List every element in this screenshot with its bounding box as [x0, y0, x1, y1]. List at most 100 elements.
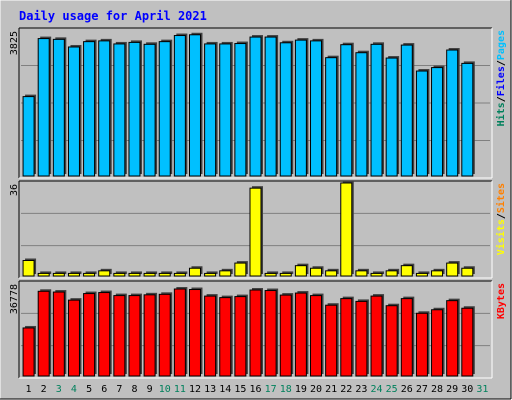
bar-visits-day-30 [461, 267, 474, 277]
legend-entry: Visits [495, 219, 507, 255]
bar-shadow [176, 271, 188, 274]
bar-pages-day-11 [173, 35, 186, 177]
bar-kbytes-day-30 [461, 307, 474, 377]
bar-shadow [267, 271, 279, 274]
legend: Visits/Sites [495, 183, 507, 255]
bar-visits-day-11 [173, 272, 186, 277]
bar-shadow [418, 271, 430, 274]
bar-visits-day-7 [113, 272, 126, 277]
bar-shadow [282, 271, 294, 274]
day-label-1: 1 [26, 384, 32, 395]
bar-kbytes-day-10 [158, 293, 171, 377]
bar-kbytes-day-22 [340, 298, 353, 377]
bar-kbytes-day-9 [143, 294, 156, 377]
bar-kbytes-day-16 [249, 289, 262, 377]
legend-entry: / [496, 60, 507, 66]
y-max-label: 3825 [9, 31, 20, 55]
legend-entry: / [496, 213, 507, 219]
bar-pages-day-13 [204, 43, 217, 177]
bar-visits-day-18 [279, 272, 292, 277]
bar-visits-day-10 [158, 272, 171, 277]
bar-visits-day-12 [188, 267, 201, 277]
bar-visits-day-5 [83, 272, 96, 277]
day-label-10: 10 [159, 384, 171, 395]
bar-pages-day-30 [461, 62, 474, 177]
bar-pages-day-20 [310, 40, 323, 177]
bar-visits-day-25 [385, 270, 398, 277]
bar-pages-day-4 [67, 46, 80, 177]
bar-visits-day-27 [415, 272, 428, 277]
day-label-4: 4 [71, 384, 77, 395]
bar-pages-day-26 [400, 44, 413, 177]
bar-pages-day-21 [325, 57, 338, 177]
day-label-15: 15 [234, 384, 246, 395]
day-label-30: 30 [461, 384, 473, 395]
bar-pages-day-22 [340, 44, 353, 177]
day-label-24: 24 [371, 384, 383, 395]
bar-kbytes-day-6 [98, 292, 111, 377]
bar-pages-day-5 [83, 41, 96, 177]
bar-pages-day-17 [264, 36, 277, 177]
bar-kbytes-day-28 [431, 309, 444, 377]
bar-kbytes-day-23 [355, 300, 368, 377]
bar-kbytes-day-29 [446, 300, 459, 377]
day-label-19: 19 [295, 384, 307, 395]
day-label-5: 5 [86, 384, 92, 395]
bar-visits-day-9 [143, 272, 156, 277]
y-max-label: 36778 [9, 284, 20, 314]
day-label-26: 26 [401, 384, 413, 395]
bar-visits-day-15 [234, 262, 247, 277]
bar-visits-day-24 [370, 272, 383, 277]
bar-pages-day-2 [37, 38, 50, 177]
day-axis-labels: 1 2 3 4 5 6 7 8 9 10 11 12 13 14 15 16 17 18 19 20 21 22 23 24 2… [26, 384, 489, 395]
day-label-2: 2 [41, 384, 47, 395]
bar-kbytes-day-13 [204, 295, 217, 377]
bar-pages-day-8 [128, 41, 141, 177]
day-label-13: 13 [204, 384, 216, 395]
legend-entry: Sites [495, 183, 507, 213]
bar-pages-day-9 [143, 43, 156, 177]
bar-pages-day-29 [446, 49, 459, 177]
bar-pages-day-1 [22, 96, 35, 177]
bar-kbytes-day-17 [264, 290, 277, 377]
bar-kbytes-day-27 [415, 312, 428, 377]
bar-visits-day-14 [219, 270, 232, 277]
bar-pages-day-28 [431, 67, 444, 177]
bar-kbytes-day-20 [310, 295, 323, 377]
day-label-17: 17 [265, 384, 277, 395]
bar-pages-day-16 [249, 36, 262, 177]
bar-visits-day-2 [37, 272, 50, 277]
bar-kbytes-day-24 [370, 295, 383, 377]
bar-kbytes-day-5 [83, 293, 96, 377]
bar-visits-day-19 [294, 265, 307, 277]
bar-kbytes-day-18 [279, 294, 292, 377]
bar-visits-day-29 [446, 262, 459, 277]
y-max-label: 36 [9, 184, 20, 196]
bar-visits-day-28 [431, 270, 444, 277]
day-label-22: 22 [340, 384, 352, 395]
legend-entry: Files [495, 66, 507, 96]
bar-visits-day-3 [52, 272, 65, 277]
bar-shadow [373, 271, 385, 274]
bar-pages-day-19 [294, 39, 307, 177]
day-label-31: 31 [476, 384, 488, 395]
day-label-29: 29 [446, 384, 458, 395]
bar-kbytes-day-8 [128, 295, 141, 377]
bar-visits-day-4 [67, 272, 80, 277]
legend: KBytes [496, 283, 507, 319]
day-label-14: 14 [219, 384, 231, 395]
bar-kbytes-day-12 [188, 289, 201, 377]
bar-shadow [40, 271, 52, 274]
bar-pages-day-27 [415, 70, 428, 177]
bar-visits-day-17 [264, 272, 277, 277]
legend-entry: Pages [496, 30, 507, 60]
legend-entry: Hits [495, 102, 507, 126]
visits-sites-panel: 36 Visits/Sites [9, 180, 507, 279]
day-label-16: 16 [249, 384, 261, 395]
bar-kbytes-day-25 [385, 305, 398, 377]
legend-entry: KBytes [496, 283, 507, 319]
bar-visits-day-20 [310, 267, 323, 277]
bar-kbytes-day-11 [173, 288, 186, 377]
day-label-9: 9 [147, 384, 153, 395]
